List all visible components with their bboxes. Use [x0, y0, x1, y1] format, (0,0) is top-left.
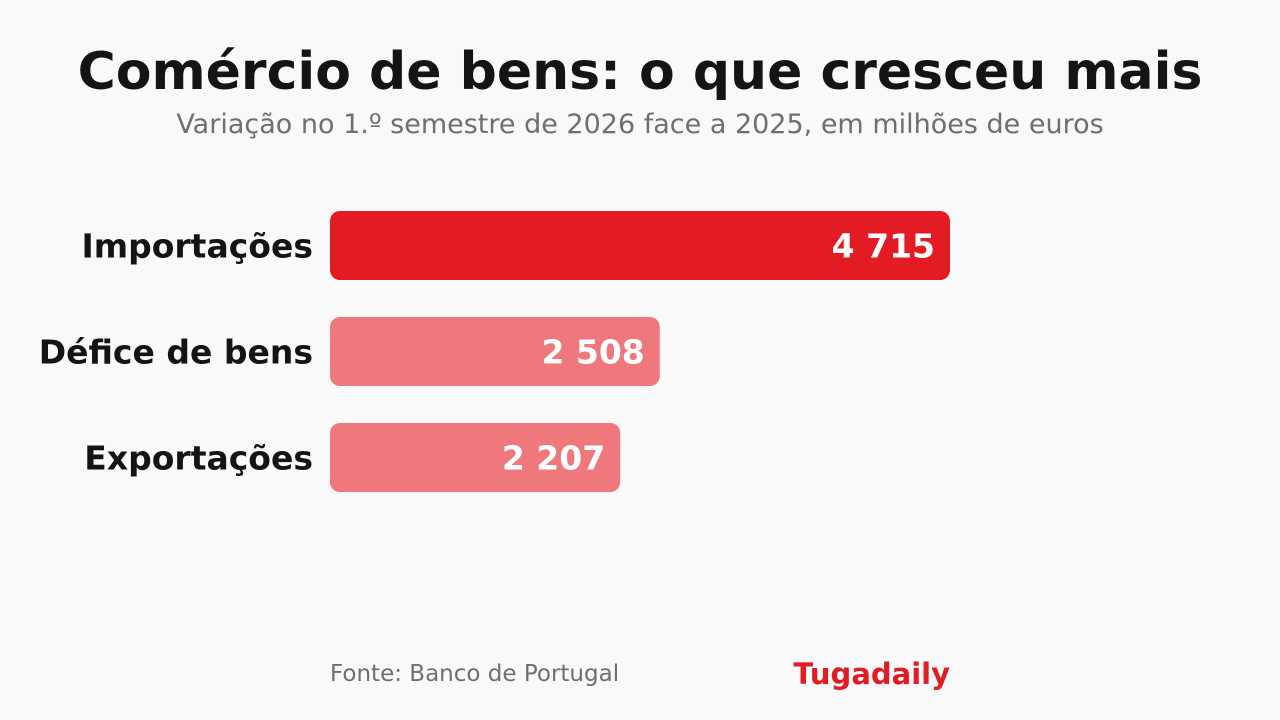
- category-label: Exportações: [84, 439, 313, 478]
- value-label: 4 715: [832, 227, 935, 266]
- value-label: 2 207: [502, 439, 605, 478]
- bar: [330, 317, 660, 386]
- bar: [330, 211, 950, 280]
- source-note: Fonte: Banco de Portugal: [330, 661, 620, 687]
- category-label: Défice de bens: [39, 333, 313, 372]
- brand-logo: Tugadaily: [793, 657, 950, 691]
- bar: [330, 423, 621, 492]
- category-label: Importações: [81, 227, 313, 266]
- chart-title: Comércio de bens: o que cresceu mais: [77, 42, 1203, 102]
- chart-subtitle: Variação no 1.º semestre de 2026 face a …: [176, 109, 1104, 140]
- value-label: 2 508: [541, 333, 644, 372]
